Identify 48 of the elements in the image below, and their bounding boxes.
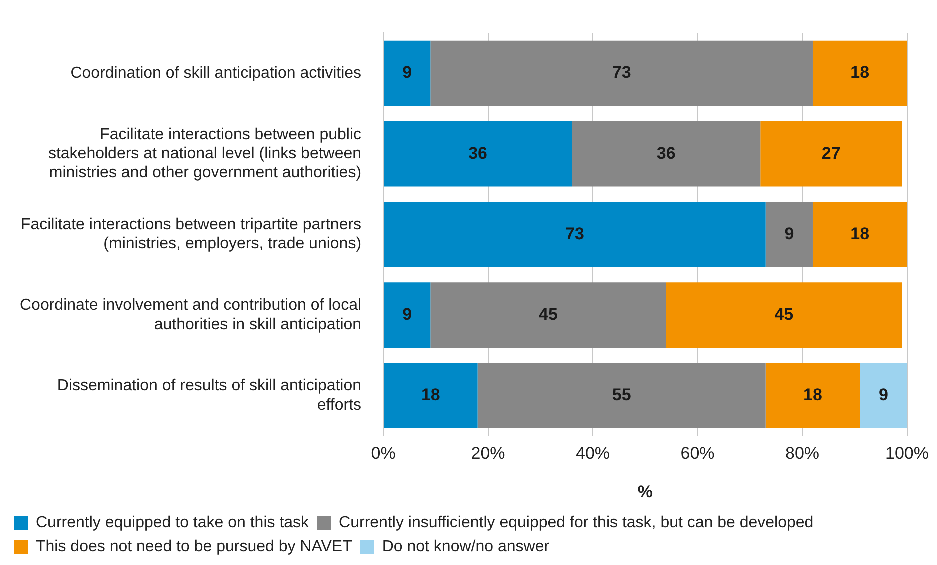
data-label: 18 <box>421 386 440 405</box>
x-tick-label: 20% <box>471 444 506 464</box>
y-tick-label: Coordination of skill anticipation activities <box>70 64 362 82</box>
x-tick-label: 40% <box>576 444 610 464</box>
bar <box>812 40 908 106</box>
data-label: 36 <box>656 144 676 163</box>
bar <box>384 363 478 429</box>
y-tick-label: Facilitate interactions between tripartite partners (ministries, employers, trade unions) <box>20 216 362 253</box>
y-tick-label: Dissemination of results of skill anticipation efforts <box>57 378 362 414</box>
data-label: 45 <box>539 304 558 324</box>
y-tick-label: Coordinate involvement and contribution of local authorities in skill anticipation <box>20 297 362 334</box>
bar <box>384 202 766 268</box>
data-label: 18 <box>804 386 822 405</box>
data-label: 36 <box>468 144 488 163</box>
x-tick-label: 80% <box>786 444 820 464</box>
bar <box>760 121 902 187</box>
data-label: 45 <box>774 304 794 324</box>
bar <box>766 202 813 268</box>
data-label: 9 <box>784 224 794 244</box>
bar <box>384 40 431 106</box>
data-label: 9 <box>878 386 888 405</box>
x-tick-label: 100% <box>886 444 929 464</box>
y-tick-label: Facilitate interactions between public stakeholders at national level (links between ministries and other government authorities) <box>48 126 362 182</box>
x-axis-title: % <box>638 482 653 502</box>
bar <box>384 121 572 187</box>
data-label: 9 <box>402 63 412 82</box>
data-label: 73 <box>612 63 632 82</box>
bar <box>430 40 813 106</box>
legend-label: This does not need to be pursued by NAVET <box>36 538 353 556</box>
legend-label: Currently equipped to take on this task <box>36 514 310 532</box>
data-label: 18 <box>850 224 870 244</box>
x-tick-label: 60% <box>680 444 715 464</box>
bar <box>572 121 761 187</box>
bar <box>430 282 666 348</box>
x-tick-label: 0% <box>371 444 396 464</box>
legend-label: Currently insufficiently equipped for this task, but can be developed <box>339 514 814 532</box>
data-label: 55 <box>612 386 632 405</box>
bar <box>666 282 902 348</box>
bar <box>384 282 431 348</box>
bar <box>860 363 908 429</box>
data-label: 9 <box>402 304 412 324</box>
legend-label: Do not know/no answer <box>382 538 550 556</box>
bar <box>478 363 766 429</box>
data-label: 27 <box>822 144 841 163</box>
bar <box>766 363 860 429</box>
data-label: 73 <box>565 224 584 244</box>
bar <box>812 202 908 268</box>
data-label: 18 <box>850 63 870 82</box>
